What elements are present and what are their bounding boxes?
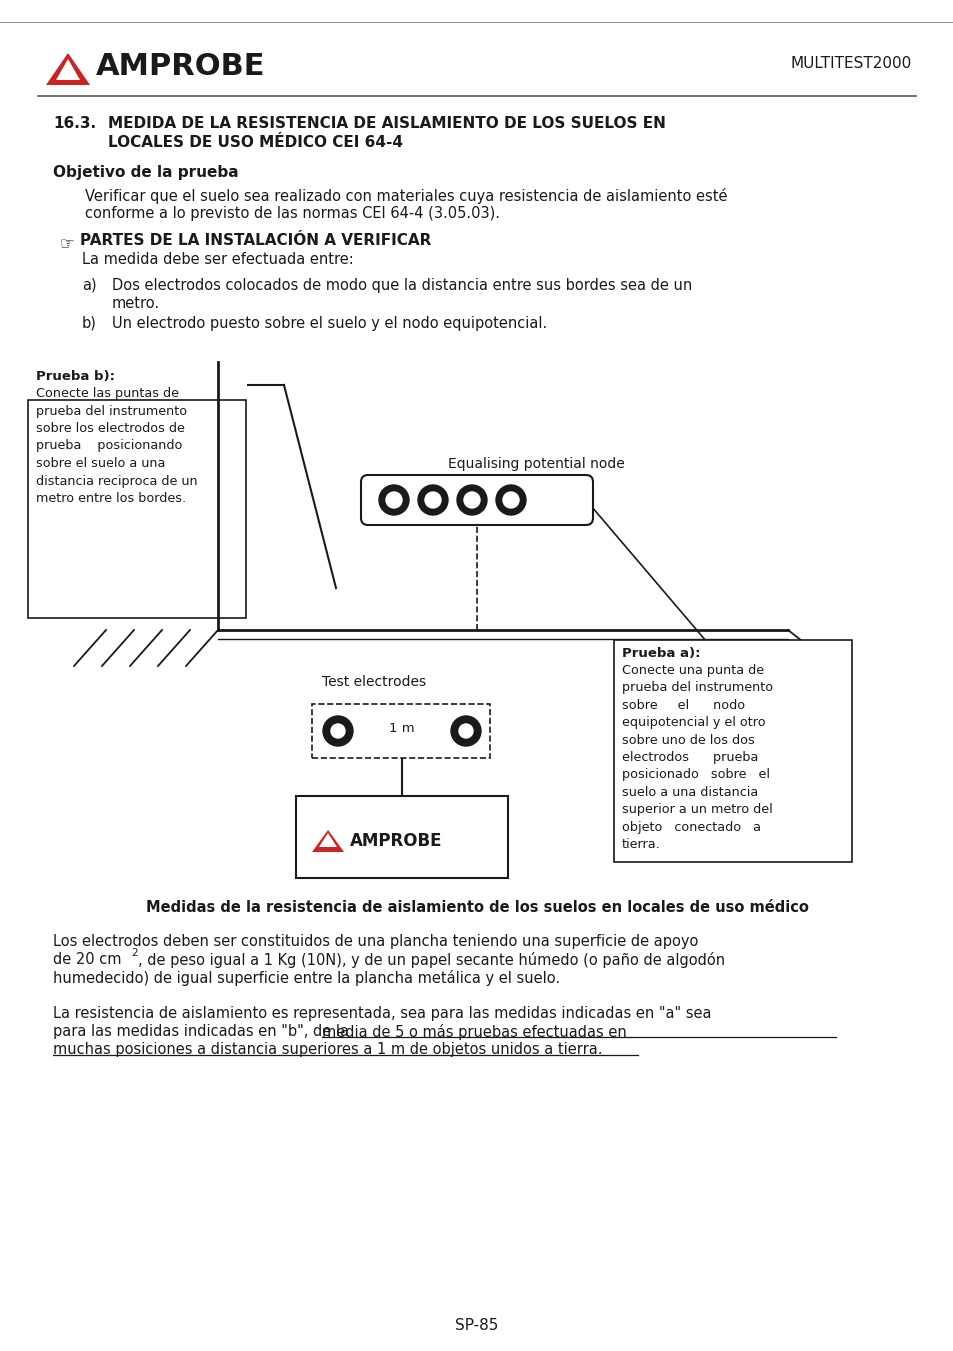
Text: MEDIDA DE LA RESISTENCIA DE AISLAMIENTO DE LOS SUELOS EN: MEDIDA DE LA RESISTENCIA DE AISLAMIENTO … <box>108 116 665 131</box>
Text: b): b) <box>82 316 97 331</box>
Circle shape <box>458 724 473 738</box>
FancyBboxPatch shape <box>360 476 593 526</box>
Text: LOCALES DE USO MÉDICO CEI 64-4: LOCALES DE USO MÉDICO CEI 64-4 <box>108 135 402 150</box>
Text: Dos electrodos colocados de modo que la distancia entre sus bordes sea de un: Dos electrodos colocados de modo que la … <box>112 278 692 293</box>
Bar <box>295 796 507 878</box>
Text: Los electrodos deben ser constituidos de una plancha teniendo una superficie de : Los electrodos deben ser constituidos de… <box>53 934 698 948</box>
Circle shape <box>331 724 345 738</box>
Text: a): a) <box>82 278 96 293</box>
Text: Test electrodes: Test electrodes <box>322 676 426 689</box>
Circle shape <box>496 485 525 515</box>
Text: AMPROBE: AMPROBE <box>96 51 265 81</box>
Text: conforme a lo previsto de las normas CEI 64-4 (3.05.03).: conforme a lo previsto de las normas CEI… <box>85 205 499 222</box>
Text: Conecte una punta de
prueba del instrumento
sobre     el      nodo
equipotencial: Conecte una punta de prueba del instrume… <box>621 663 772 851</box>
Text: para las medidas indicadas en "b", de la: para las medidas indicadas en "b", de la <box>53 1024 354 1039</box>
Polygon shape <box>56 59 80 80</box>
Text: Prueba b):: Prueba b): <box>36 370 115 382</box>
Text: media de 5 o más pruebas efectuadas en: media de 5 o más pruebas efectuadas en <box>322 1024 626 1040</box>
Circle shape <box>323 716 353 746</box>
Bar <box>614 640 851 862</box>
Circle shape <box>417 485 448 515</box>
Text: muchas posiciones a distancia superiores a 1 m de objetos unidos a tierra.: muchas posiciones a distancia superiores… <box>53 1042 602 1056</box>
Text: AMPROBE: AMPROBE <box>350 832 442 850</box>
Text: , de peso igual a 1 Kg (10N), y de un papel secante húmedo (o paño de algodón: , de peso igual a 1 Kg (10N), y de un pa… <box>138 952 724 969</box>
Text: 2: 2 <box>131 948 137 958</box>
Text: humedecido) de igual superficie entre la plancha metálica y el suelo.: humedecido) de igual superficie entre la… <box>53 970 559 986</box>
Circle shape <box>386 492 401 508</box>
Text: Objetivo de la prueba: Objetivo de la prueba <box>53 165 238 180</box>
Text: La medida debe ser efectuada entre:: La medida debe ser efectuada entre: <box>82 253 354 267</box>
Text: Verificar que el suelo sea realizado con materiales cuya resistencia de aislamie: Verificar que el suelo sea realizado con… <box>85 188 727 204</box>
Circle shape <box>463 492 479 508</box>
Circle shape <box>502 492 518 508</box>
Text: metro.: metro. <box>112 296 160 311</box>
Text: de 20 cm: de 20 cm <box>53 952 121 967</box>
Polygon shape <box>318 834 336 847</box>
Text: Prueba a):: Prueba a): <box>621 647 700 661</box>
Text: 16.3.: 16.3. <box>53 116 96 131</box>
Text: MULTITEST2000: MULTITEST2000 <box>790 55 911 72</box>
Text: 1 m: 1 m <box>389 723 415 735</box>
Text: PARTES DE LA INSTALACIÓN A VERIFICAR: PARTES DE LA INSTALACIÓN A VERIFICAR <box>80 232 431 249</box>
Text: SP-85: SP-85 <box>455 1319 498 1333</box>
Text: La resistencia de aislamiento es representada, sea para las medidas indicadas en: La resistencia de aislamiento es represe… <box>53 1006 711 1021</box>
Bar <box>28 400 246 617</box>
Text: ☞: ☞ <box>60 235 74 253</box>
Text: Equalising potential node: Equalising potential node <box>448 457 624 471</box>
Circle shape <box>424 492 440 508</box>
Circle shape <box>378 485 409 515</box>
Text: Conecte las puntas de
prueba del instrumento
sobre los electrodos de
prueba    p: Conecte las puntas de prueba del instrum… <box>36 386 197 505</box>
Polygon shape <box>46 53 90 85</box>
Text: Un electrodo puesto sobre el suelo y el nodo equipotencial.: Un electrodo puesto sobre el suelo y el … <box>112 316 547 331</box>
Polygon shape <box>312 830 344 852</box>
Bar <box>312 704 490 758</box>
Circle shape <box>451 716 480 746</box>
Text: Medidas de la resistencia de aislamiento de los suelos en locales de uso médico: Medidas de la resistencia de aislamiento… <box>146 900 807 915</box>
Circle shape <box>456 485 486 515</box>
